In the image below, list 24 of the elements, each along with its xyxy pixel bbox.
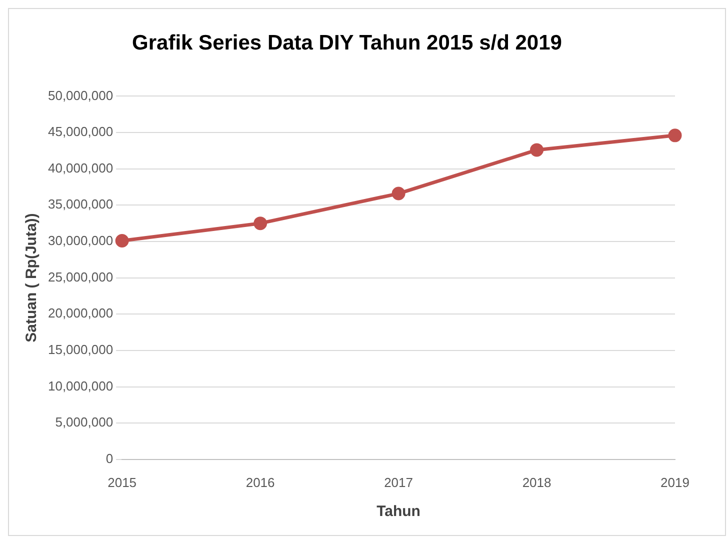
y-tick-label: 5,000,000 [55, 414, 114, 430]
y-tick-label: 50,000,000 [48, 88, 114, 103]
y-tick-label: 40,000,000 [48, 160, 114, 176]
point [668, 128, 682, 142]
x-tick-label: 2019 [660, 474, 690, 490]
x-axis-title: Tahun [376, 503, 420, 520]
y-tick-label: 0 [106, 450, 114, 466]
y-tick-label: 30,000,000 [48, 233, 114, 248]
x-tick-label: 2016 [246, 474, 275, 490]
x-tick-label: 2017 [384, 474, 413, 490]
y-tick-label: 20,000,000 [48, 306, 114, 321]
point [115, 234, 129, 248]
y-tick-label: 45,000,000 [48, 124, 114, 140]
y-tick-label: 10,000,000 [48, 378, 114, 394]
point [254, 216, 268, 230]
chart-title: Grafik Series Data DIY Tahun 2015 s/d 2019 [132, 31, 562, 54]
x-tick-label: 2015 [108, 474, 137, 490]
y-tick-label: 35,000,000 [48, 196, 114, 212]
y-axis-title: Satuan ( Rp(Juta)) [23, 213, 40, 342]
x-tick-label: 2018 [522, 474, 552, 490]
point [530, 143, 544, 157]
y-tick-label: 15,000,000 [48, 342, 114, 358]
y-tick-label: 25,000,000 [48, 269, 114, 284]
point [392, 186, 406, 200]
